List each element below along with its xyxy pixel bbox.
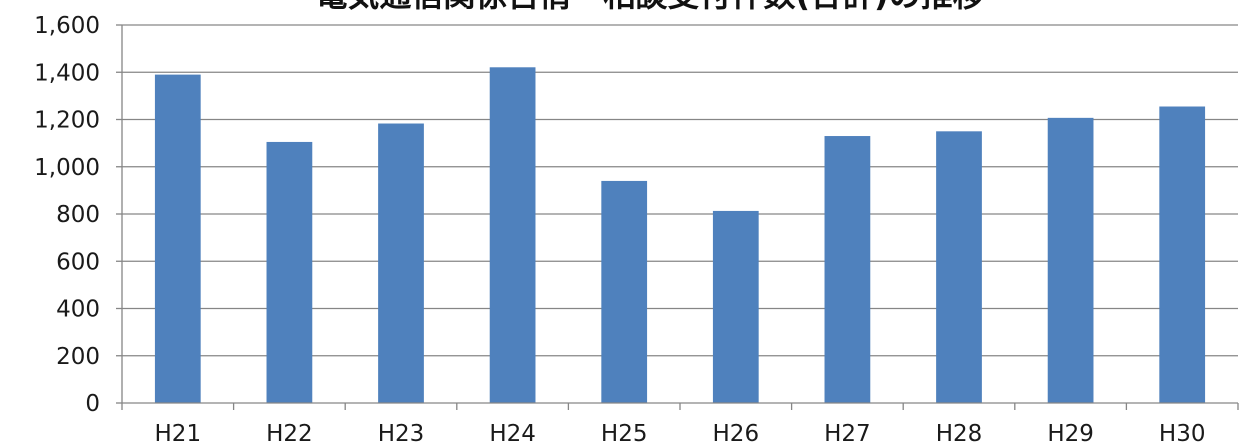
- x-tick-label: H29: [1047, 421, 1094, 445]
- bar-h26: [712, 210, 759, 403]
- bar-h22: [266, 141, 313, 403]
- x-tick-label: H21: [155, 421, 202, 445]
- y-tick-label: 800: [56, 202, 100, 228]
- y-axis-tick-labels: 0 200 400 600 800 1,000 1,200 1,400 1,600: [34, 13, 100, 417]
- y-tick-label: 400: [56, 297, 100, 323]
- y-tick-label: 0: [85, 391, 100, 417]
- y-tick-label: 200: [56, 344, 100, 370]
- x-tick-label: H26: [713, 421, 760, 445]
- bar-h25: [601, 180, 648, 403]
- y-tick-label: 1,600: [34, 13, 100, 39]
- x-tick-label: H24: [489, 421, 536, 445]
- x-tick-label: H23: [378, 421, 425, 445]
- bar-h30: [1159, 106, 1206, 403]
- y-tick-label: 1,400: [34, 60, 100, 86]
- bar-h23: [378, 123, 424, 404]
- x-tick-label: H25: [601, 421, 648, 445]
- y-tick-label: 1,000: [34, 155, 100, 181]
- bars: [154, 67, 1206, 404]
- x-axis-tick-labels: H21 H22 H23 H24 H25 H26 H27 H28 H29 H30: [155, 421, 1206, 445]
- bar-h21: [154, 74, 201, 404]
- bar-h28: [936, 131, 982, 403]
- bar-h29: [1047, 117, 1094, 403]
- axes: [116, 24, 1239, 410]
- x-tick-label: H27: [824, 421, 871, 445]
- bar-h27: [824, 136, 871, 403]
- x-tick-label: H30: [1159, 421, 1206, 445]
- y-tick-label: 1,200: [34, 108, 100, 134]
- x-tick-label: H22: [266, 421, 313, 445]
- x-tick-label: H28: [936, 421, 983, 445]
- bar-h24: [489, 67, 536, 403]
- chart-title: 電気通信関係苦情・相談受付件数(合計)の推移: [315, 0, 984, 14]
- y-tick-label: 600: [56, 249, 100, 275]
